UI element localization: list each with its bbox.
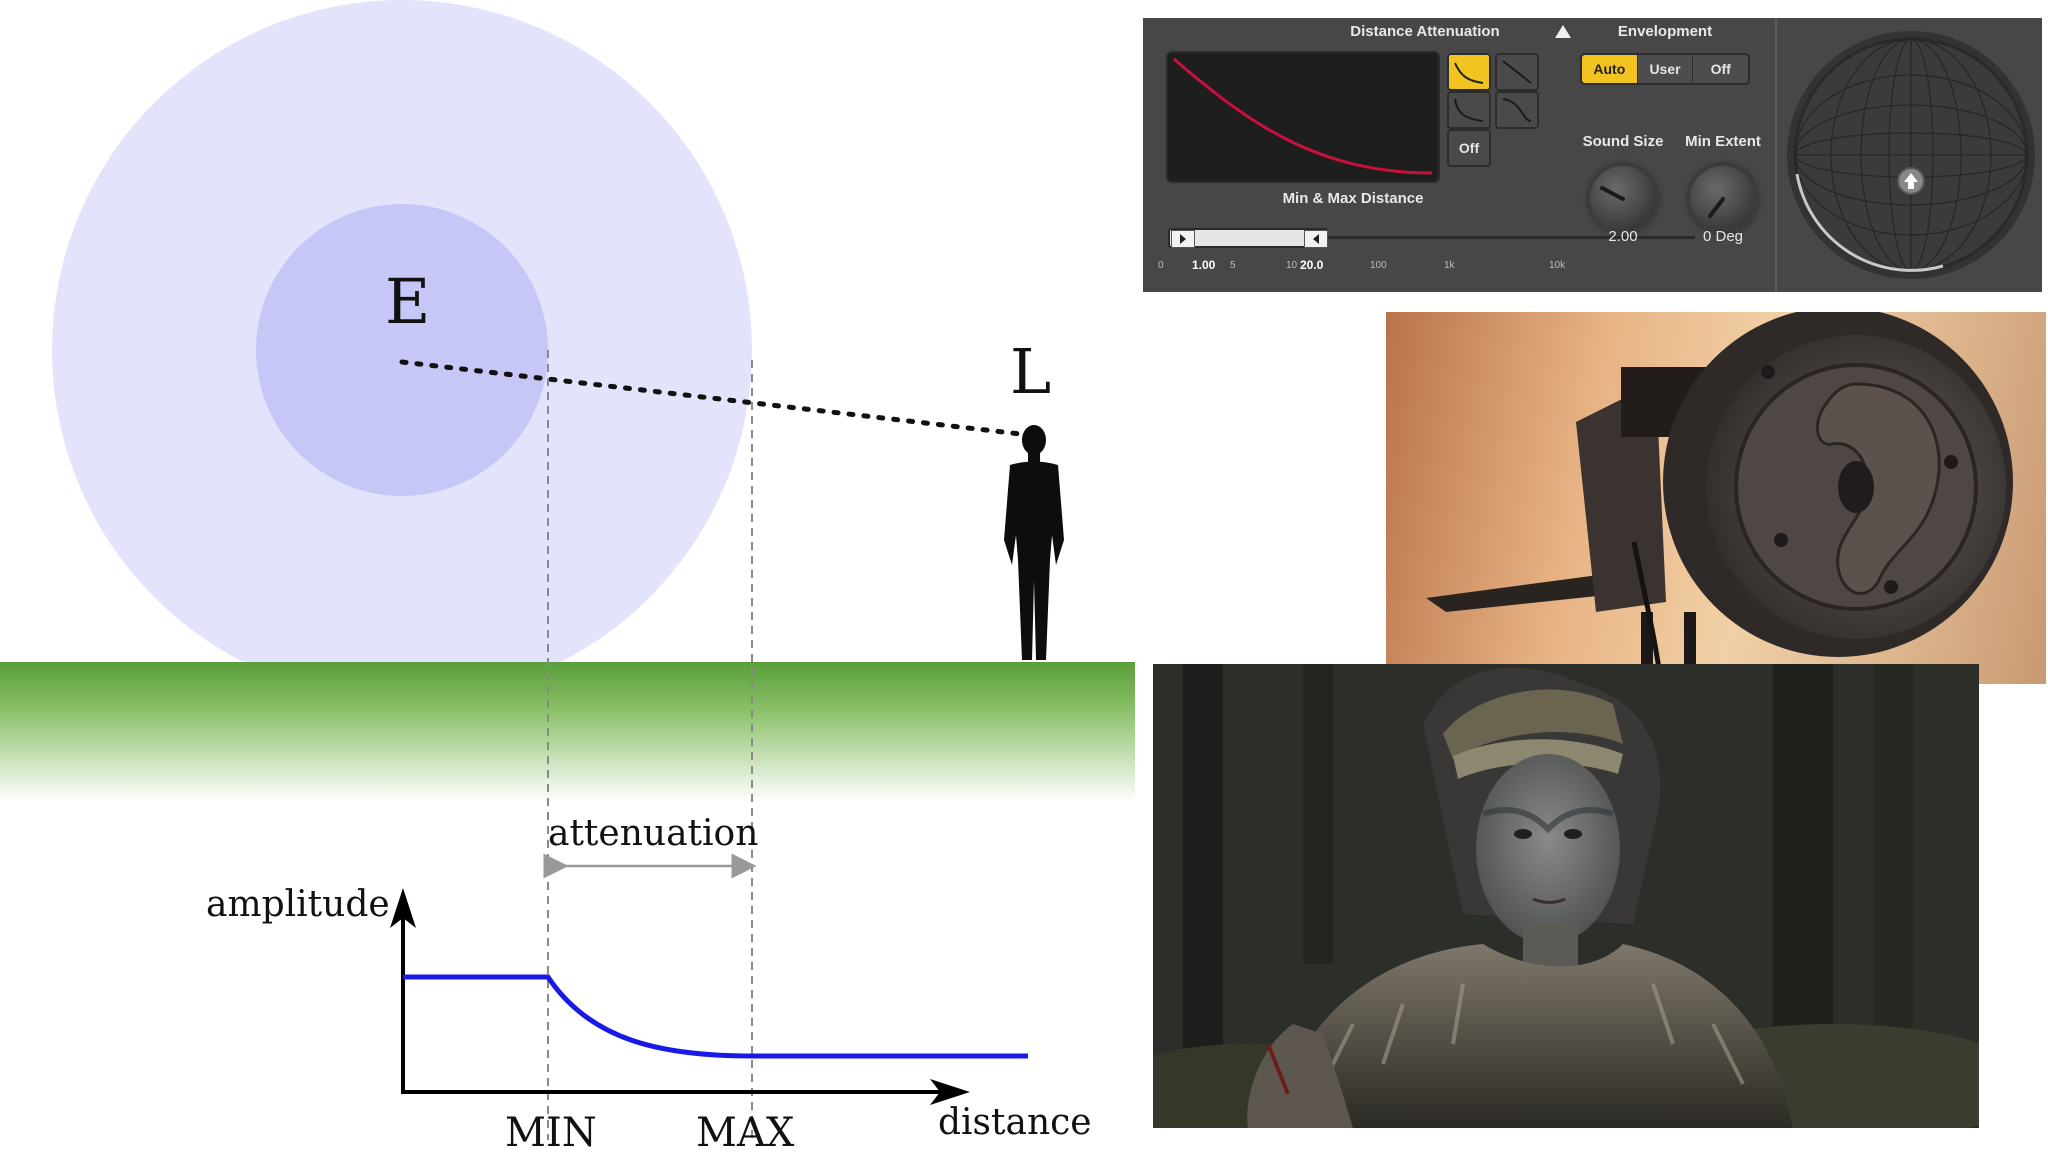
envelopment-mode-group: Auto User Off xyxy=(1580,53,1750,85)
tick-1k: 1k xyxy=(1444,260,1455,271)
min-distance-value: 1.00 xyxy=(1192,258,1216,272)
spatializer-plugin-panel: Distance Attenuation Off Min & Max Dista… xyxy=(1143,18,2042,292)
panel-divider xyxy=(1775,18,1777,292)
envelopment-off-button[interactable]: Off xyxy=(1693,55,1748,83)
min-distance-handle[interactable] xyxy=(1171,230,1195,248)
binaural-microphone-photo xyxy=(1386,312,2046,684)
slider-scale: 0 5 10 100 1k 10k 1.00 20.0 xyxy=(1158,258,1698,280)
attenuation-curve xyxy=(403,974,1028,1059)
tick-5: 5 xyxy=(1230,260,1236,271)
collapse-triangle-icon[interactable] xyxy=(1553,23,1573,39)
sound-size-value: 2.00 xyxy=(1608,228,1638,245)
panning-sphere[interactable] xyxy=(1783,24,2039,286)
slider-track xyxy=(1168,236,1695,239)
tick-100: 100 xyxy=(1370,260,1387,271)
tick-10: 10 xyxy=(1286,260,1298,271)
curve-type-smooth-button[interactable] xyxy=(1495,91,1539,129)
distance-attenuation-title: Distance Attenuation xyxy=(1350,23,1500,40)
max-distance-value: 20.0 xyxy=(1300,258,1324,272)
ground xyxy=(0,662,1135,802)
envelopment-auto-button[interactable]: Auto xyxy=(1582,55,1638,83)
min-extent-value: 0 Deg xyxy=(1702,228,1744,245)
min-extent-knob[interactable] xyxy=(1690,166,1756,232)
tick-0: 0 xyxy=(1158,260,1164,271)
listener-silhouette xyxy=(1004,425,1064,660)
sound-size-label: Sound Size xyxy=(1582,133,1664,150)
distance-range-slider[interactable] xyxy=(1168,226,1695,254)
attenuation-label: attenuation xyxy=(548,813,758,854)
sound-size-knob[interactable] xyxy=(1590,166,1656,232)
game-character-still xyxy=(1153,664,1979,1128)
envelopment-title: Envelopment xyxy=(1617,23,1713,40)
min-label: MIN xyxy=(505,1110,597,1152)
curve-display-line xyxy=(1173,57,1433,175)
y-axis-arrowhead xyxy=(390,888,416,928)
min-max-distance-title: Min & Max Distance xyxy=(1282,190,1424,207)
envelopment-user-button[interactable]: User xyxy=(1637,55,1694,83)
curve-off-button[interactable]: Off xyxy=(1447,129,1491,167)
min-extent-label: Min Extent xyxy=(1685,133,1761,150)
curve-type-logarithmic-button[interactable] xyxy=(1447,53,1491,91)
emitter-listener-line xyxy=(399,359,1023,437)
emitter-label: E xyxy=(385,265,430,338)
attenuation-curve-display xyxy=(1166,51,1440,183)
y-axis-label: amplitude xyxy=(206,884,390,925)
x-axis-arrowhead xyxy=(930,1079,970,1105)
attenuation-diagram: E L attenuation amplitude distance MIN M… xyxy=(0,0,1135,1152)
max-distance-handle[interactable] xyxy=(1304,230,1328,248)
max-label: MAX xyxy=(696,1110,795,1152)
tick-10k: 10k xyxy=(1549,260,1566,271)
sphere-extent-arc xyxy=(1795,173,1944,272)
listener-label: L xyxy=(1010,335,1051,408)
min-radius-circle xyxy=(256,204,548,496)
up-arrow-icon xyxy=(1904,173,1918,189)
curve-type-linear-button[interactable] xyxy=(1495,53,1539,91)
x-axis-label: distance xyxy=(938,1102,1092,1143)
curve-type-inverse-button[interactable] xyxy=(1447,91,1491,129)
